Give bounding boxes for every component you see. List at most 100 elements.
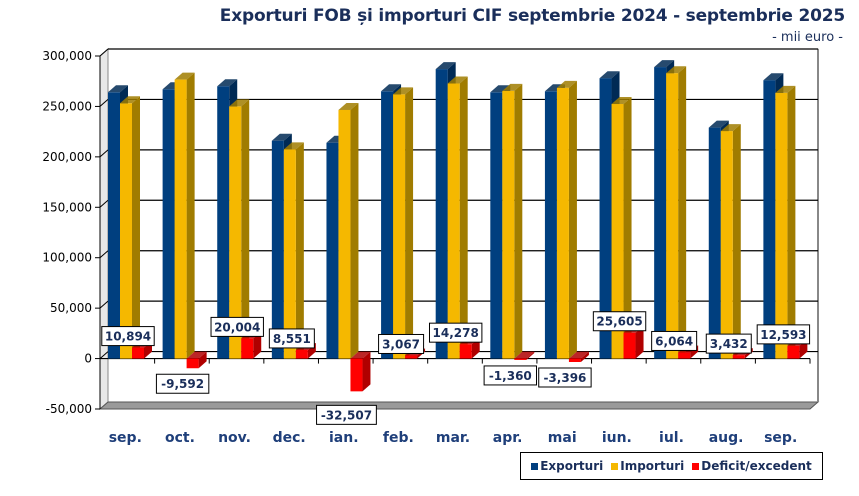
y-tick-label: 50,000 [50,301,92,315]
legend-label-importuri: Importuri [620,459,685,473]
x-tick-label: oct. [165,430,195,446]
bar-importuri-side [350,102,359,359]
bar-exporturi-front [708,127,721,359]
data-label-text: 3,432 [710,337,748,351]
bar-importuri-top [393,87,414,95]
data-label-box [592,311,647,332]
data-label-box [651,330,698,351]
data-label-box [268,328,315,349]
bar-importuri [447,76,468,359]
bar-exporturi-front [217,86,230,359]
y-axis: 300,000 250,000 200,000 150,000 100,000 50,00… [42,49,101,416]
bar-deficit-front [186,358,199,369]
bar-importuri [174,72,195,359]
bar-deficit [514,351,535,360]
bar-exporturi-top [108,85,128,93]
bar-exporturi-front [435,69,448,359]
x-tick-label: iul. [659,430,684,446]
bar-deficit-front [623,332,636,359]
gridline-side [99,199,109,208]
bar-importuri-top [338,102,359,110]
bar-importuri-side [732,124,741,359]
y-tick-label: 250,000 [42,99,92,113]
data-label-box [210,316,264,337]
data-label: 12,593 [756,324,811,345]
y-tick-label: -50,000 [46,402,92,416]
data-label-text: -9,592 [161,377,204,391]
bars [108,60,811,392]
bar-importuri [283,142,304,359]
gridline-side [99,250,109,259]
bar-importuri-top [556,80,577,88]
bar-deficit-front [459,344,472,359]
bar-exporturi-top [271,133,292,141]
bar-importuri-front [447,83,460,359]
bar-importuri-side [623,97,632,359]
y-tick-label: 300,000 [42,49,92,63]
bar-deficit-front [405,355,418,359]
bar-deficit-front [568,358,581,362]
x-tick-label: mai [548,430,577,446]
gridline-side [99,149,109,158]
bar-importuri-top [720,124,741,132]
bar-exporturi-top [599,71,620,79]
bar-importuri-top [283,142,304,150]
x-tick-label: sep. [109,430,142,446]
data-label: 25,605 [592,311,647,332]
bar-exporturi-top [490,85,511,93]
bar-exporturi-front [381,91,394,359]
bar-deficit-front [514,358,527,360]
data-label-box [101,326,155,347]
bar-importuri-side [678,66,687,359]
data-label-text: -1,360 [489,369,532,383]
x-tick-label: mar. [436,430,470,446]
legend-swatch-importuri [611,462,619,470]
bar-deficit-front [295,349,308,359]
bar-importuri-side [295,142,304,359]
bar-importuri-side [186,72,195,359]
bar-importuri [393,87,414,359]
bar-deficit-side [362,351,371,392]
bar-importuri [120,96,140,359]
x-tick-label: aug. [709,430,744,446]
bar-importuri-front [229,106,242,359]
data-label: 8,551 [268,328,315,349]
data-label: 6,064 [651,330,698,351]
x-tick-label: dec. [273,430,306,446]
data-labels: 10,894 -9,592 20,004 8,551 -32,507 3,067 14,27… [101,311,811,425]
bar-importuri-side [241,99,250,359]
data-label-text: 12,593 [760,328,806,342]
bar-importuri-front [120,103,132,359]
data-label: 3,432 [705,333,752,354]
data-label-text: 8,551 [273,332,311,346]
legend-label-exporturi: Exporturi [540,459,604,473]
x-tick-label: apr. [493,430,523,446]
data-label-text: -3,396 [543,371,586,385]
bar-deficit-front [732,355,745,359]
bar-importuri-top [174,72,195,80]
data-label: -1,360 [483,365,538,386]
data-label: -32,507 [316,404,377,425]
data-label-text: 20,004 [214,320,260,334]
bar-importuri-side [459,76,468,359]
gridline-side [99,300,109,309]
data-label-box [155,373,210,394]
data-label-box [316,404,377,425]
chart-title: Exporturi FOB și importuri CIF septembri… [219,6,845,26]
bar-exporturi-top [217,79,238,87]
y-tick-label: 100,000 [42,251,92,265]
bar-importuri-side [568,80,577,359]
bar-importuri-front [338,109,351,359]
legend-swatch-deficit [692,462,700,470]
bar-exporturi-front [654,67,667,359]
bar-importuri-top [775,85,796,93]
data-label: 10,894 [101,326,155,347]
gridline-side [99,351,109,359]
bar-importuri-front [393,94,406,359]
legend-label-deficit: Deficit/excedent [701,459,812,473]
bar-importuri [611,97,632,359]
bar-deficit-front [241,338,254,359]
bar-exporturi-front [490,92,503,359]
bar-importuri-top [502,83,523,91]
